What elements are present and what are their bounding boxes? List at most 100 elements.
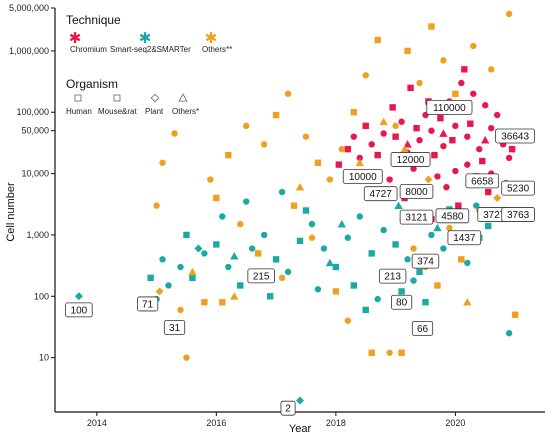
annotation-box — [163, 320, 186, 335]
data-point — [284, 268, 292, 276]
data-point — [296, 237, 304, 245]
legend: Technique Organism ✱Chromium✱Smart-seq2&… — [66, 13, 232, 116]
legend-technique-label: Others** — [202, 45, 232, 54]
legend-organism-label: Human — [66, 107, 92, 116]
annotation-label: 100 — [71, 305, 88, 316]
legend-organism-marker — [113, 94, 121, 102]
data-point — [485, 222, 492, 230]
legend-organism-label: Others* — [172, 107, 199, 116]
annotation-box — [65, 302, 93, 318]
data-point — [219, 299, 226, 306]
data-point — [278, 274, 286, 282]
data-point — [219, 213, 226, 220]
annotation-box — [137, 296, 159, 312]
annotation-label: 3727 — [483, 210, 506, 221]
data-point — [481, 136, 490, 144]
data-point — [183, 231, 190, 239]
data-point — [470, 42, 477, 50]
data-point — [416, 268, 423, 276]
data-point — [505, 330, 513, 337]
data-point — [389, 104, 396, 111]
data-point — [386, 349, 393, 356]
annotation-box — [495, 128, 536, 144]
data-point — [413, 124, 420, 132]
data-point — [213, 241, 220, 248]
annotation-box — [342, 168, 383, 184]
x-tick-label: 2018 — [326, 418, 346, 428]
data-point — [260, 231, 268, 239]
annotation-box — [411, 320, 434, 336]
data-point — [493, 193, 502, 202]
legend-organism-marker — [178, 93, 188, 102]
data-point — [296, 396, 304, 405]
data-point — [410, 277, 417, 284]
data-point — [410, 245, 417, 252]
y-tick-label: 5,000,000 — [9, 3, 49, 13]
data-point — [458, 79, 465, 87]
data-point — [225, 263, 232, 271]
annotation-label: 215 — [253, 271, 270, 282]
data-point — [380, 130, 387, 137]
data-point — [470, 90, 477, 97]
x-ticks: 2014 2016 2018 2020 — [87, 412, 465, 428]
data-point — [394, 201, 403, 209]
annotation-box — [399, 184, 434, 199]
annotation-box — [447, 230, 482, 246]
annotation-label: 80 — [396, 298, 408, 309]
data-point — [325, 258, 335, 267]
data-point — [398, 349, 405, 356]
data-point — [455, 202, 462, 209]
data-point — [362, 72, 369, 79]
data-point — [386, 176, 393, 183]
data-point — [374, 295, 381, 303]
annotation-label: 374 — [417, 257, 434, 268]
data-point — [433, 223, 442, 232]
data-point — [159, 256, 166, 263]
data-point — [416, 137, 423, 144]
y-tick-label: 100 — [34, 291, 49, 301]
annotation-box — [280, 400, 296, 416]
data-point — [440, 57, 447, 64]
annotation-label: 4727 — [370, 189, 393, 200]
data-point — [400, 145, 409, 153]
data-point — [476, 145, 483, 153]
data-point — [230, 292, 239, 300]
data-point — [338, 145, 346, 153]
annotation-label: 36643 — [501, 131, 529, 142]
annotation-box — [363, 186, 398, 202]
data-point — [407, 84, 414, 92]
data-point — [177, 263, 184, 271]
data-point — [428, 231, 435, 239]
data-point — [155, 287, 164, 296]
annotation-box — [390, 152, 431, 167]
data-point — [355, 158, 364, 167]
legend-technique-marker: ✱ — [139, 29, 152, 47]
data-point — [452, 90, 459, 97]
data-point — [392, 122, 399, 130]
annotation-label: 12000 — [397, 155, 425, 166]
data-point — [248, 245, 256, 252]
annotation-label: 5230 — [507, 184, 530, 195]
legend-organism-marker — [150, 93, 160, 103]
data-point — [308, 234, 316, 241]
data-point — [177, 306, 184, 314]
data-point — [379, 117, 388, 126]
data-point — [434, 173, 441, 180]
annotation-box — [399, 209, 434, 225]
data-point — [424, 175, 433, 184]
annotation-label: 213 — [384, 272, 401, 283]
data-point — [362, 122, 369, 130]
data-point — [452, 167, 459, 175]
data-point — [464, 133, 471, 140]
data-point — [165, 282, 172, 289]
y-tick-label: 1,000 — [26, 230, 49, 240]
data-point — [350, 282, 357, 289]
data-point — [428, 127, 435, 134]
data-point — [207, 176, 214, 183]
data-point — [440, 142, 447, 150]
data-point — [488, 66, 495, 73]
data-point — [440, 245, 447, 252]
data-point — [505, 10, 513, 18]
y-tick-label: 50,000 — [21, 126, 49, 136]
